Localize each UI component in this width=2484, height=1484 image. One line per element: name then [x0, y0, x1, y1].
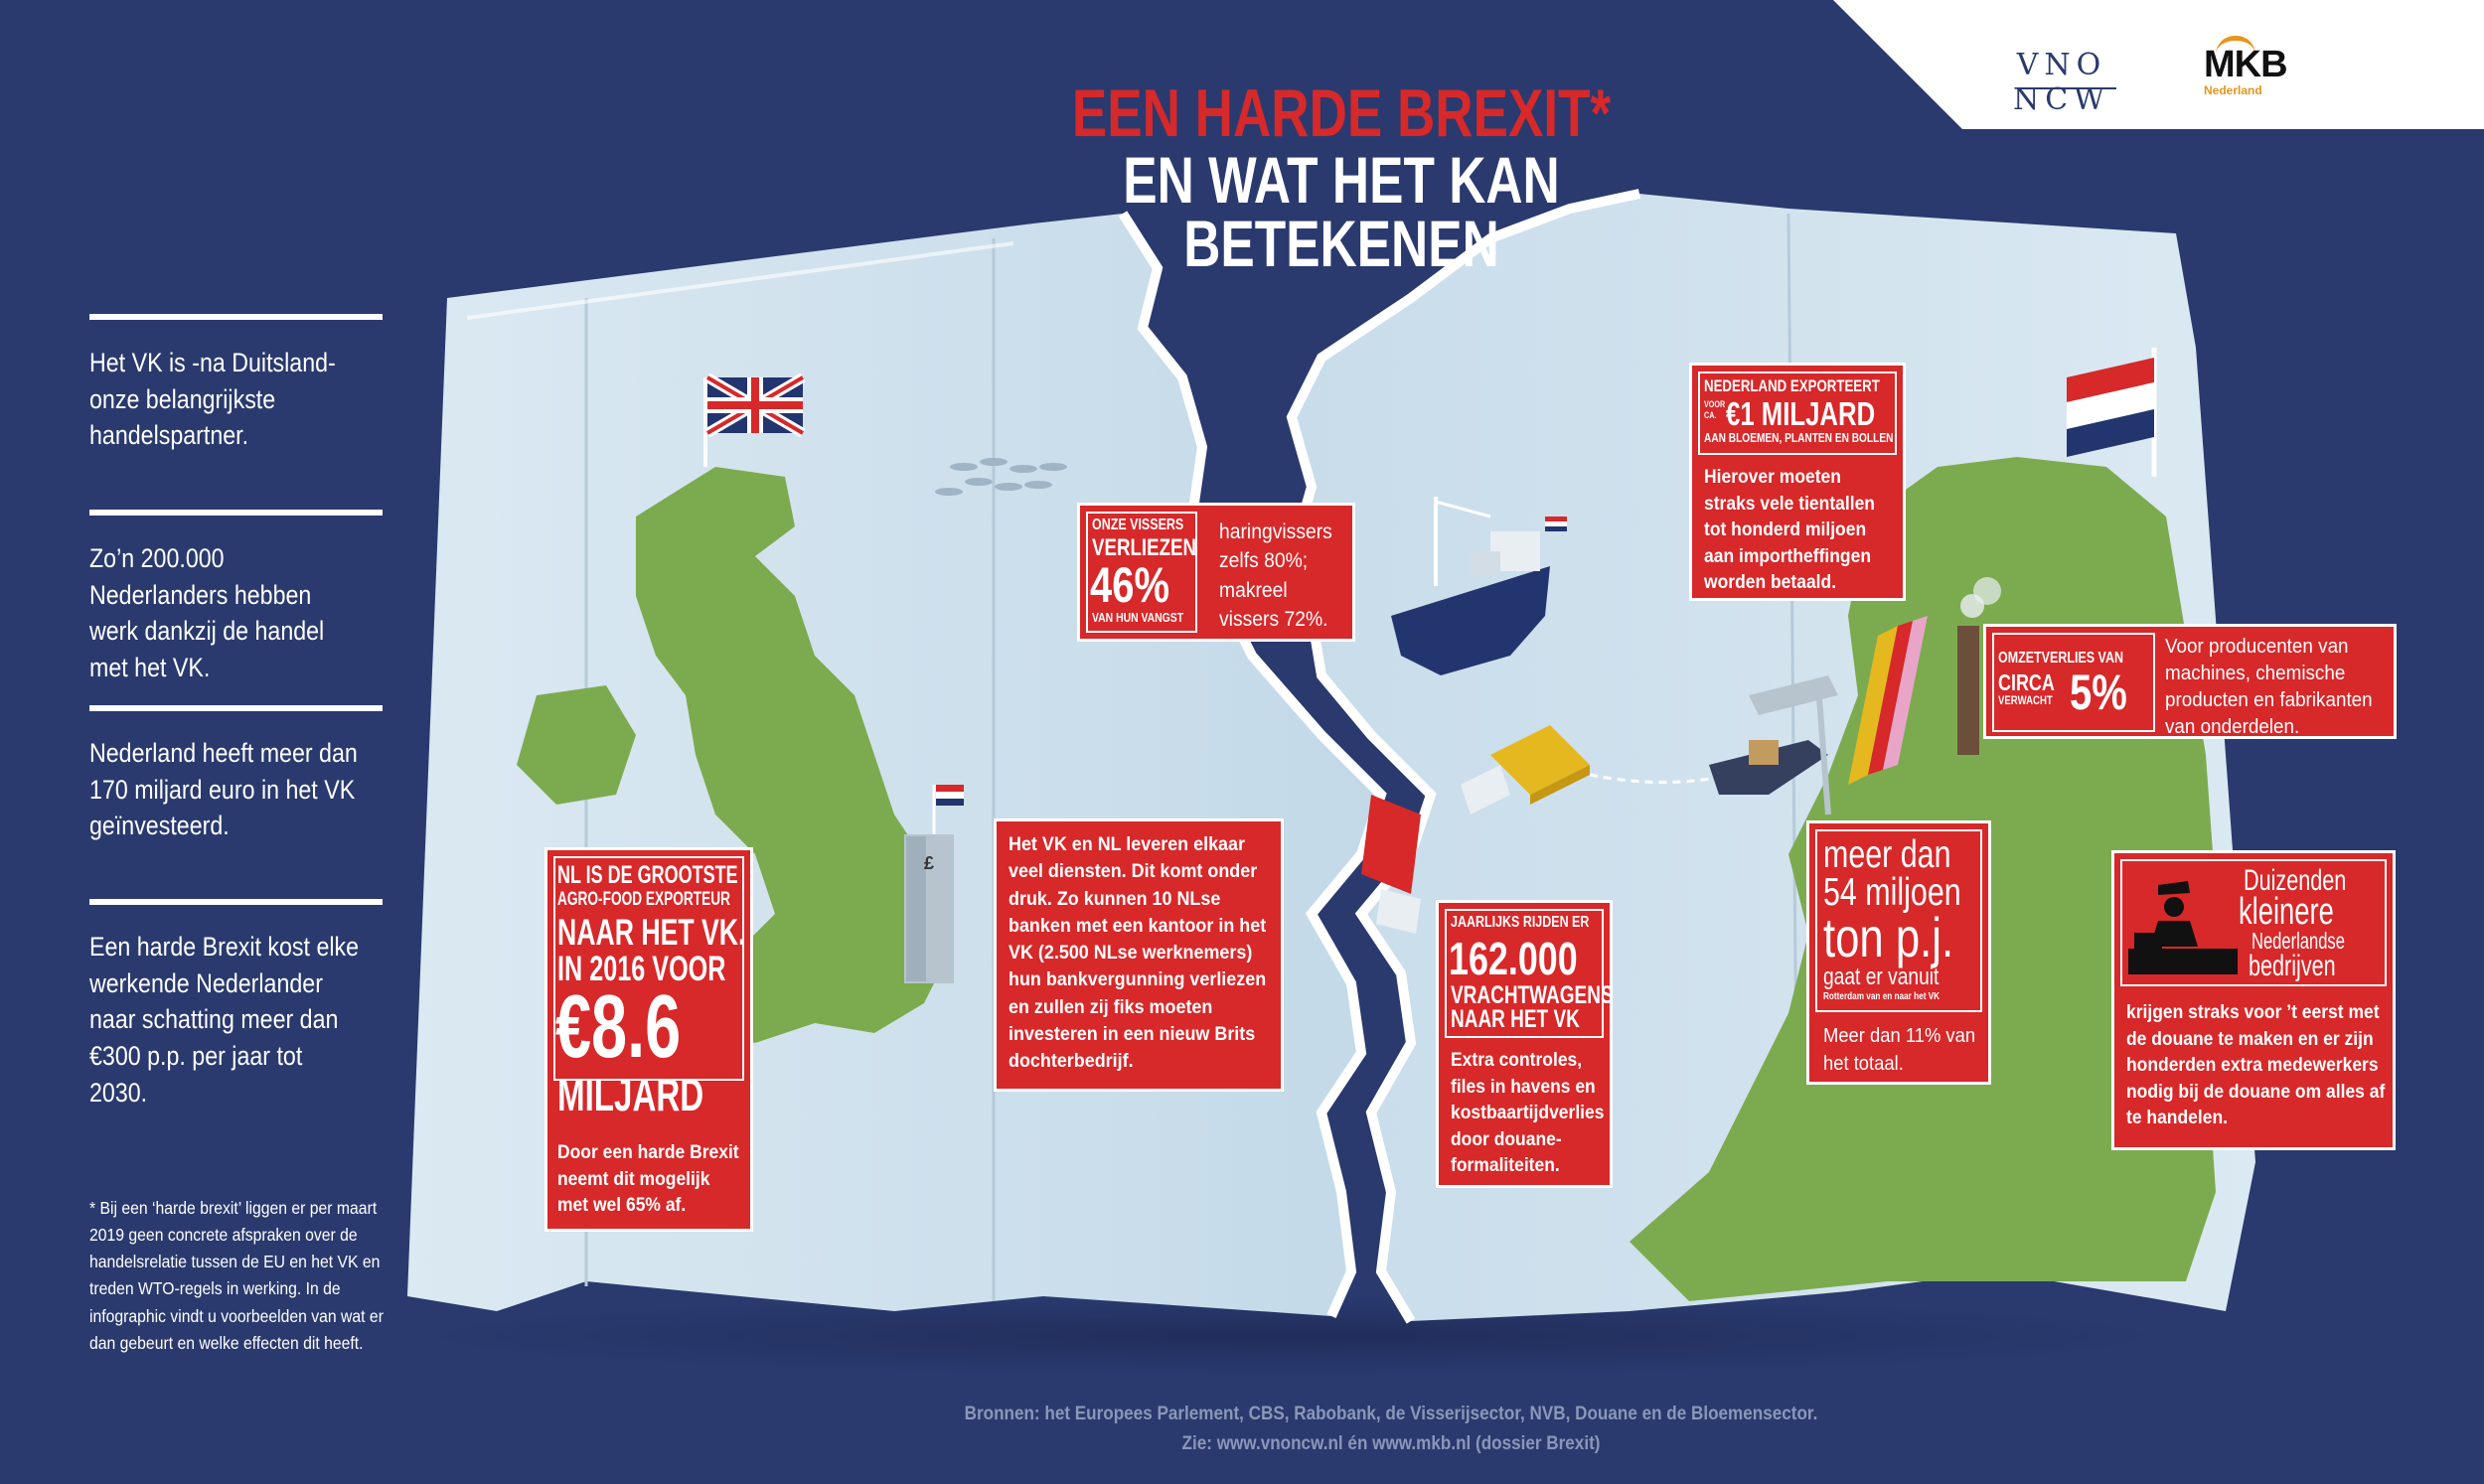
ton-box: meer dan 54 miljoen ton p.j. gaat er van… — [1806, 820, 1991, 1085]
bedrijven-line-4: bedrijven — [2249, 950, 2336, 982]
vissers-box: ONZE VISSERS VERLIEZEN 46% VAN HUN VANGS… — [1077, 503, 1355, 642]
agrofood-amount: €8.6 — [555, 977, 682, 1077]
uk-land — [517, 467, 954, 1043]
agrofood-line-1: NL IS DE GROOTSTE — [557, 861, 738, 889]
vrachtwagens-line-1: JAARLIJKS RIJDEN ER — [1451, 914, 1590, 931]
footnote: * Bij een ‘harde brexit’ liggen er per m… — [89, 1198, 384, 1353]
sidebar-rule — [89, 899, 383, 905]
title-line-3: BETEKENEN — [1183, 207, 1499, 280]
ton-line-4: gaat er vanuit — [1823, 964, 1940, 990]
sidebar-rule — [89, 314, 383, 320]
vno-ncw-logo-rule — [2017, 87, 2116, 89]
bedrijven-line-2: kleinere — [2239, 891, 2334, 933]
sidebar-fact: Een harde Brexit kost elke werkende Nede… — [89, 932, 360, 1108]
agrofood-box: NL IS DE GROOTSTE AGRO-FOOD EXPORTEUR NA… — [544, 847, 753, 1232]
svg-text:£: £ — [924, 853, 934, 873]
ton-box-frame — [1815, 829, 1982, 1012]
bank-tower-icon: £ — [904, 785, 964, 983]
bloemen-body: Hierover moeten straks vele tientallen t… — [1704, 467, 1875, 594]
vissers-box-frame — [1086, 512, 1197, 633]
agrofood-box-frame — [553, 856, 744, 1081]
bloemen-line-2: AAN BLOEMEN, PLANTEN EN BOLLEN — [1704, 430, 1894, 445]
sidebar-rule — [89, 510, 383, 516]
vissers-percent: 46% — [1090, 557, 1170, 613]
omzet-verwacht: VERWACHT — [1998, 693, 2053, 707]
vrachtwagens-body: Extra controles, files in havens en kost… — [1451, 1050, 1605, 1177]
vissers-line-2: VERLIEZEN — [1092, 534, 1197, 561]
omzet-side: Voor producenten van machines, chemische… — [2165, 635, 2373, 739]
title-line-2: EN WAT HET KAN — [1123, 143, 1560, 217]
bedrijven-box-frame — [2120, 859, 2387, 986]
bloemen-voor: VOOR — [1704, 399, 1726, 409]
uk-flag-icon — [703, 372, 806, 467]
ton-line-1: meer dan — [1823, 833, 1951, 876]
vno-ncw-logo: VNO NCW — [2012, 48, 2111, 117]
mkb-logo-arc — [2216, 36, 2255, 55]
nl-flag-icon — [2067, 348, 2157, 477]
omzet-percent: 5% — [2070, 665, 2127, 720]
bedrijven-box: Duizenden kleinere Nederlandse bedrijven… — [2111, 850, 2396, 1150]
bloemen-line-1: NEDERLAND EXPORTEERT — [1704, 376, 1880, 395]
bedrijven-line-3: Nederlandse — [2251, 928, 2345, 954]
vissers-line-1: ONZE VISSERS — [1092, 517, 1184, 533]
vrachtwagens-line-2: VRACHTWAGENS — [1451, 981, 1614, 1009]
bloemen-ca: CA. — [1704, 410, 1717, 420]
sources-line-1: Bronnen: het Europees Parlement, CBS, Ra… — [964, 1404, 1818, 1424]
ton-line-3: ton p.j. — [1823, 906, 1954, 968]
ton-line-2: 54 miljoen — [1823, 871, 1961, 914]
sidebar-fact: Zo’n 200.000 Nederlanders hebben werk da… — [89, 543, 325, 683]
ton-body: Meer dan 11% van het totaal. — [1823, 1025, 1976, 1075]
agrofood-line-3: NAAR HET VK. — [557, 912, 746, 953]
diensten-body: Het VK en NL leveren elkaar veel dienste… — [1009, 833, 1267, 1073]
vissers-side: haringvissers zelfs 80%; makreel vissers… — [1219, 520, 1332, 632]
omzet-box-frame — [1992, 633, 2155, 732]
ton-line-5: Rotterdam van en naar het VK — [1823, 991, 1941, 1002]
title-line-1: EEN HARDE BREXIT* — [1071, 75, 1612, 151]
bedrijven-body: krijgen straks voor ’t eerst met de doua… — [2126, 1002, 2386, 1129]
bloemen-box: NEDERLAND EXPORTEERT VOOR CA. €1 MILJARD… — [1689, 363, 1906, 601]
bloemen-amount: €1 MILJARD — [1726, 395, 1876, 432]
mkb-logo-sub: Nederland — [2204, 83, 2262, 97]
flower-fields — [1848, 616, 1928, 785]
agrofood-body: Door een harde Brexit neemt dit mogelijk… — [557, 1142, 739, 1217]
vrachtwagens-box-frame — [1445, 909, 1604, 1038]
mkb-logo: MKB — [2204, 44, 2288, 85]
customs-officer-icon — [2128, 881, 2238, 974]
diensten-box: Het VK en NL leveren elkaar veel dienste… — [994, 818, 1284, 1092]
sidebar-rule — [89, 705, 383, 711]
fish-school-icon — [935, 458, 1067, 496]
sidebar-fact: Nederland heeft meer dan 170 miljard eur… — [89, 738, 358, 841]
agrofood-unit: MILJARD — [557, 1069, 704, 1120]
factory-icon — [1957, 577, 2001, 755]
vissers-line-3: VAN HUN VANGST — [1092, 610, 1184, 625]
vrachtwagens-line-3: NAAR HET VK — [1451, 1005, 1580, 1033]
sidebar-fact: Het VK is -na Duitsland- onze belangrijk… — [89, 348, 336, 451]
agrofood-line-4: IN 2016 VOOR — [557, 950, 726, 988]
agrofood-line-2: AGRO-FOOD EXPORTEUR — [557, 889, 731, 910]
vrachtwagens-box: JAARLIJKS RIJDEN ER 162.000 VRACHTWAGENS… — [1436, 900, 1614, 1188]
sources-line-2: Zie: www.vnoncw.nl én www.mkb.nl (dossie… — [1181, 1433, 1601, 1454]
crane-icon — [1709, 675, 1838, 816]
bloemen-box-frame — [1698, 371, 1897, 455]
bedrijven-line-1: Duizenden — [2244, 864, 2347, 897]
omzet-box: OMZETVERLIES VAN CIRCA VERWACHT 5% Voor … — [1983, 624, 2397, 739]
logo-banner — [1833, 0, 2484, 129]
vrachtwagens-number: 162.000 — [1449, 933, 1578, 984]
ship-icon — [1391, 497, 1567, 675]
omzet-line-1: OMZETVERLIES VAN — [1998, 650, 2123, 667]
omzet-circa: CIRCA — [1998, 669, 2055, 695]
truck-icon — [1361, 725, 1590, 934]
